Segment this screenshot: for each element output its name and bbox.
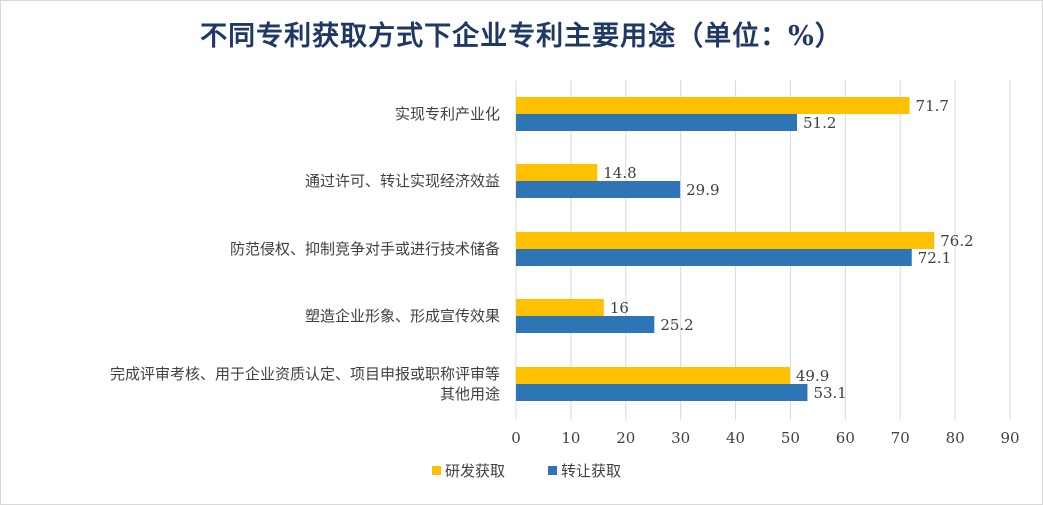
- x-tick-label: 20: [616, 429, 635, 447]
- x-tick-label: 80: [946, 429, 965, 447]
- bar: [516, 299, 604, 316]
- bar: [516, 97, 910, 114]
- legend-swatch: [432, 466, 441, 475]
- x-tick-label: 60: [836, 429, 855, 447]
- category-label: 通过许可、转让实现经济效益: [305, 172, 500, 190]
- legend-swatch: [548, 466, 557, 475]
- bar: [516, 114, 798, 131]
- bar: [516, 316, 655, 333]
- data-label: 25.2: [660, 316, 693, 334]
- x-tick-label: 30: [671, 429, 690, 447]
- data-labels: 71.7 51.2 14.8 29.9 76.272.1 16 25.2 49.953.1: [603, 97, 973, 402]
- bar: [516, 384, 808, 401]
- category-label: 完成评审考核、用于企业资质认定、项目申报或职称评审等: [110, 365, 500, 383]
- data-label: 76.2: [940, 232, 973, 250]
- chart-title: 不同专利获取方式下企业专利主要用途（单位：%）: [200, 21, 843, 52]
- bar: [516, 181, 681, 198]
- bars: [516, 97, 935, 401]
- x-tick-labels: 0 10 20 30 40 50 60 70 80 90: [511, 429, 1019, 447]
- legend-label: 研发获取: [445, 462, 505, 480]
- data-label: 49.9: [796, 367, 829, 385]
- data-label: 51.2: [803, 114, 836, 132]
- data-label: 71.7: [916, 97, 949, 115]
- x-tick-label: 50: [781, 429, 800, 447]
- category-label: 实现专利产业化: [395, 105, 500, 123]
- data-label: 14.8: [603, 164, 636, 182]
- x-tick-label: 10: [561, 429, 580, 447]
- bar: [516, 164, 598, 181]
- category-label: 防范侵权、抑制竞争对手或进行技术储备: [230, 240, 500, 258]
- x-tick-label: 40: [726, 429, 745, 447]
- data-label: 16: [610, 299, 629, 317]
- data-label: 53.1: [813, 384, 846, 402]
- x-tick-label: 90: [1000, 429, 1019, 447]
- category-label: 塑造企业形象、形成宣传效果: [305, 307, 500, 325]
- bar: [516, 249, 912, 266]
- bar: [516, 367, 790, 384]
- legend-item[interactable]: 转让获取: [548, 462, 621, 480]
- x-tick-label: 0: [511, 429, 521, 447]
- bar: [516, 232, 935, 249]
- x-tick-label: 70: [891, 429, 910, 447]
- data-label: 29.9: [686, 181, 719, 199]
- category-labels: 实现专利产业化通过许可、转让实现经济效益防范侵权、抑制竞争对手或进行技术储备塑造…: [110, 105, 500, 403]
- legend[interactable]: 研发获取 转让获取: [432, 462, 621, 480]
- legend-label: 转让获取: [561, 462, 621, 480]
- data-label: 72.1: [918, 249, 951, 267]
- category-label: 其他用途: [440, 385, 500, 403]
- legend-item[interactable]: 研发获取: [432, 462, 505, 480]
